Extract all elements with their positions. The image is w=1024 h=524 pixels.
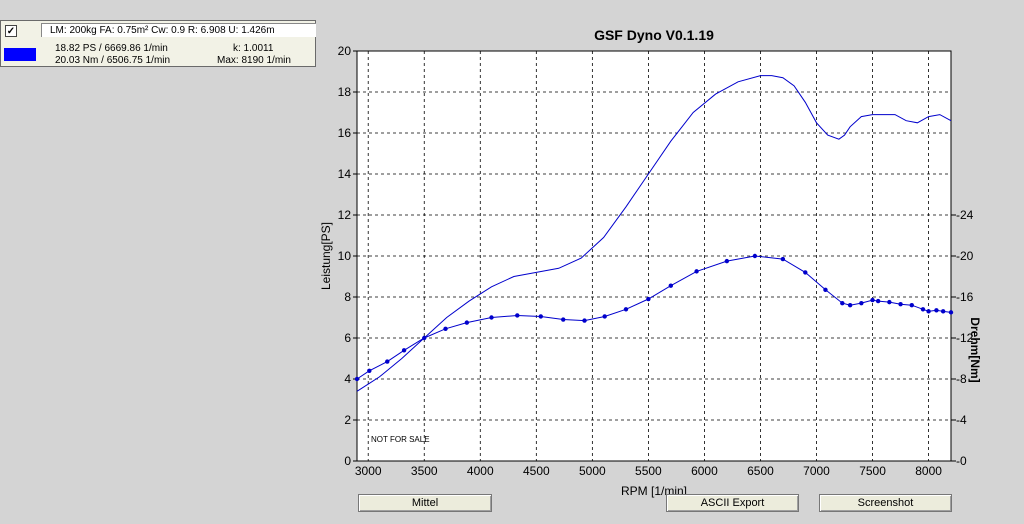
y2-axis-label: Drehm[Nm] <box>968 317 982 382</box>
torque-point <box>870 297 875 303</box>
torque-point <box>724 258 730 264</box>
x-tick-label: 4000 <box>467 464 494 478</box>
torque-point <box>934 308 939 313</box>
legend-parameters: LM: 200kg FA: 0.75m² Cw: 0.9 R: 6.908 U:… <box>41 23 316 37</box>
ascii-export-button[interactable]: ASCII Export <box>666 494 799 512</box>
y-tick-label: 0 <box>344 454 351 468</box>
torque-point <box>623 307 629 312</box>
x-tick-label: 6500 <box>747 464 774 478</box>
x-tick-label: 3500 <box>411 464 438 478</box>
torque-point <box>354 376 360 382</box>
x-tick-label: 7500 <box>859 464 886 478</box>
x-tick-label: 4500 <box>523 464 550 478</box>
y-tick-label: 18 <box>338 85 352 99</box>
x-tick-label: 3000 <box>355 464 382 478</box>
legend-panel: ✓ LM: 200kg FA: 0.75m² Cw: 0.9 R: 6.908 … <box>0 20 316 67</box>
x-tick-label: 6000 <box>691 464 718 478</box>
mittel-button[interactable]: Mittel <box>358 494 492 512</box>
torque-point <box>859 300 864 306</box>
torque-point <box>948 310 954 315</box>
legend-torque-value: 20.03 Nm / 6506.75 1/min <box>55 55 171 66</box>
torque-point <box>803 270 808 275</box>
torque-point <box>694 269 699 274</box>
y-tick-label: 6 <box>344 331 351 345</box>
y-tick-label: 10 <box>338 249 352 263</box>
y-tick-label: 16 <box>338 126 352 140</box>
torque-point <box>909 303 914 308</box>
torque-point <box>823 287 828 293</box>
torque-point <box>515 313 520 318</box>
series-color-swatch <box>4 48 36 61</box>
screenshot-button[interactable]: Screenshot <box>819 494 952 512</box>
y2-tick-label: -24 <box>956 208 974 222</box>
y2-tick-label: -16 <box>956 290 974 304</box>
y-tick-label: 14 <box>338 167 352 181</box>
torque-point <box>840 300 845 306</box>
watermark: NOT FOR SALE <box>371 435 430 444</box>
legend-max-rpm: Max: 8190 1/min <box>217 55 291 66</box>
torque-point <box>875 298 881 304</box>
y2-tick-label: -4 <box>956 413 967 427</box>
y-tick-label: 8 <box>344 290 351 304</box>
y2-tick-label: -20 <box>956 249 974 263</box>
chart-title: GSF Dyno V0.1.19 <box>594 27 714 43</box>
torque-point <box>401 348 407 353</box>
legend-k-value: k: 1.0011 <box>233 43 274 54</box>
x-tick-label: 5500 <box>635 464 662 478</box>
torque-point <box>898 301 903 307</box>
torque-point <box>582 318 587 323</box>
y2-tick-label: -12 <box>956 331 974 345</box>
torque-point <box>464 320 470 325</box>
torque-point <box>646 296 651 302</box>
torque-point <box>385 359 390 364</box>
y2-tick-label: -0 <box>956 454 967 468</box>
torque-point <box>926 309 931 314</box>
y-tick-label: 20 <box>338 44 352 58</box>
torque-point <box>422 335 427 341</box>
torque-point <box>561 317 566 322</box>
x-tick-label: 7000 <box>803 464 830 478</box>
torque-point <box>489 315 494 320</box>
torque-point <box>920 307 926 312</box>
torque-point <box>668 283 674 288</box>
y2-tick-label: -8 <box>956 372 967 386</box>
y-tick-label: 12 <box>338 208 352 222</box>
torque-point <box>367 368 372 373</box>
torque-point <box>847 303 853 308</box>
torque-point <box>780 256 786 262</box>
series-checkbox[interactable]: ✓ <box>5 25 17 37</box>
x-tick-label: 5000 <box>579 464 606 478</box>
y-axis-label: Leistung[PS] <box>319 222 333 290</box>
torque-point <box>887 299 892 305</box>
torque-point <box>443 326 448 331</box>
torque-point <box>602 314 607 319</box>
x-tick-label: 8000 <box>915 464 942 478</box>
legend-power-value: 18.82 PS / 6669.86 1/min <box>55 43 168 54</box>
torque-point <box>538 314 544 319</box>
y-tick-label: 4 <box>344 372 351 386</box>
y-tick-label: 2 <box>344 413 351 427</box>
torque-point <box>752 253 758 259</box>
torque-point <box>940 309 946 314</box>
power-curve <box>356 75 952 392</box>
